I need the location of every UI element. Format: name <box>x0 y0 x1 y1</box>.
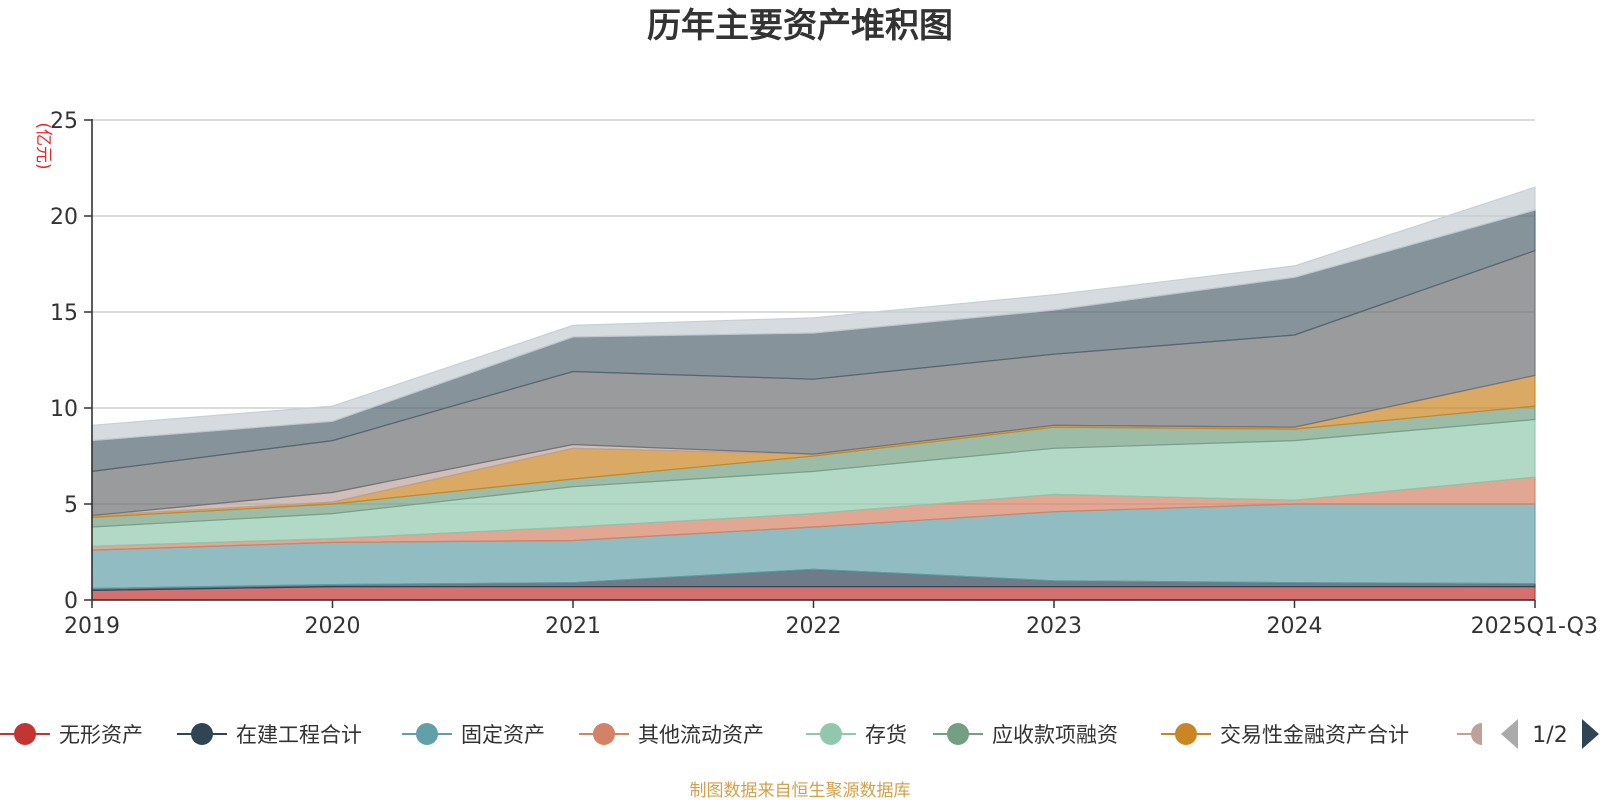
y-tick-label: 20 <box>50 205 78 230</box>
y-tick-label: 25 <box>50 109 78 134</box>
legend-prev-page-icon[interactable] <box>1501 719 1518 749</box>
y-tick-label: 10 <box>50 397 78 422</box>
legend-label: 在建工程合计 <box>236 723 362 747</box>
legend-item-5[interactable]: 存货 <box>806 723 907 747</box>
x-tick-label: 2023 <box>1026 614 1082 639</box>
x-tick-label: 2019 <box>64 614 120 639</box>
legend-marker <box>1175 723 1197 745</box>
legend-marker <box>416 723 438 745</box>
x-tick-label: 2025Q1-Q3 <box>1471 614 1598 639</box>
x-tick-label: 2024 <box>1267 614 1323 639</box>
legend-marker <box>593 723 615 745</box>
legend-next-page-icon[interactable] <box>1582 719 1599 749</box>
x-tick-label: 2021 <box>545 614 601 639</box>
legend-page-indicator: 1/2 <box>1532 723 1567 748</box>
y-tick-label: 15 <box>50 301 78 326</box>
legend-marker <box>191 723 213 745</box>
area-series-11[interactable] <box>91 186 1536 442</box>
x-tick-label: 2022 <box>786 614 842 639</box>
legend: 无形资产 在建工程合计 固定资产 其他流动资产 存货 应收款项融资 交易性金融资产合计 1/2 <box>0 719 1599 749</box>
area-series-group <box>91 186 1536 601</box>
legend-label: 无形资产 <box>59 723 143 747</box>
data-source-note: 制图数据来自恒生聚源数据库 <box>690 781 911 800</box>
legend-item-6[interactable]: 应收款项融资 <box>933 723 1118 747</box>
x-tick-label: 2020 <box>305 614 361 639</box>
legend-item-3[interactable]: 固定资产 <box>402 723 545 747</box>
legend-item-7[interactable]: 交易性金融资产合计 <box>1161 723 1409 747</box>
legend-item-8-partial[interactable] <box>1457 723 1482 745</box>
legend-item-2[interactable]: 在建工程合计 <box>177 723 362 747</box>
area-series-1[interactable] <box>91 586 1536 601</box>
y-tick-label: 0 <box>64 589 78 614</box>
chart-title: 历年主要资产堆积图 <box>647 6 953 46</box>
legend-label: 固定资产 <box>461 723 545 747</box>
legend-marker <box>14 723 36 745</box>
legend-marker <box>947 723 969 745</box>
legend-label: 交易性金融资产合计 <box>1220 723 1409 747</box>
axes: 0 5 10 15 20 25 2019 2020 2021 2022 2023 2024 2025Q1… <box>50 109 1598 639</box>
legend-marker <box>820 723 842 745</box>
y-axis-unit-label: (亿元) <box>33 122 53 169</box>
legend-label: 应收款项融资 <box>992 723 1118 747</box>
legend-label: 存货 <box>865 723 907 747</box>
legend-item-4[interactable]: 其他流动资产 <box>579 723 764 747</box>
legend-marker <box>1471 723 1482 745</box>
legend-label: 其他流动资产 <box>638 723 764 747</box>
y-tick-label: 5 <box>64 493 78 518</box>
legend-item-1[interactable]: 无形资产 <box>0 723 143 747</box>
